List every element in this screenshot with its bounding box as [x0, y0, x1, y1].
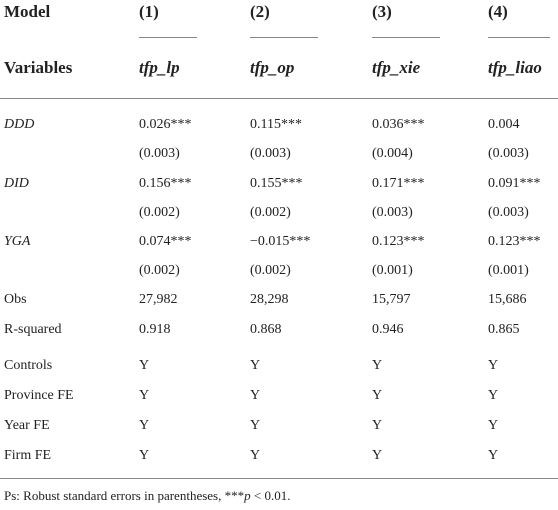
cell: (0.003) — [488, 205, 529, 220]
row-label: Year FE — [4, 418, 50, 433]
cell: 0.865 — [488, 322, 520, 337]
row-label: R-squared — [4, 322, 62, 337]
dependent-variable: tfp_lp — [139, 58, 180, 77]
cell: 0.004 — [488, 117, 520, 132]
cell: 0.036*** — [372, 117, 425, 132]
cell: Y — [488, 448, 499, 463]
cell: 0.123*** — [488, 234, 541, 249]
cell: (0.002) — [139, 205, 180, 220]
row-label: Province FE — [4, 388, 74, 403]
note: Ps: Robust standard errors in parenthese… — [4, 487, 290, 505]
cell: 0.918 — [139, 322, 171, 337]
row-label: Controls — [4, 358, 53, 373]
cell: −0.015*** — [250, 234, 311, 249]
cell: Y — [488, 358, 499, 373]
cell: Y — [372, 418, 383, 433]
header-label: Variables — [4, 58, 73, 77]
cell: 0.123*** — [372, 234, 425, 249]
row-label: Obs — [4, 292, 27, 307]
cell: Y — [250, 448, 261, 463]
cell: 0.074*** — [139, 234, 192, 249]
cell: Y — [250, 418, 261, 433]
column-number: (2) — [250, 2, 270, 21]
note-text: < 0.01. — [250, 488, 291, 503]
cell: Y — [139, 388, 150, 403]
cell: (0.002) — [250, 263, 291, 278]
row-label: DID — [4, 176, 29, 191]
cell: (0.003) — [250, 146, 291, 161]
cell: (0.003) — [372, 205, 413, 220]
cell: (0.001) — [488, 263, 529, 278]
cell: (0.003) — [139, 146, 180, 161]
cell: Y — [488, 388, 499, 403]
cell: Y — [139, 358, 150, 373]
cell: 0.091*** — [488, 176, 541, 191]
cell: Y — [139, 448, 150, 463]
dependent-variable: tfp_xie — [372, 58, 421, 77]
cell: Y — [139, 418, 150, 433]
cell: (0.004) — [372, 146, 413, 161]
row-label: YGA — [4, 234, 31, 249]
cell: 0.115*** — [250, 117, 302, 132]
cell: 0.156*** — [139, 176, 192, 191]
cell: (0.001) — [372, 263, 413, 278]
dependent-variable: tfp_op — [250, 58, 295, 77]
cell: 0.946 — [372, 322, 404, 337]
cell: 28,298 — [250, 292, 289, 307]
cell: 15,686 — [488, 292, 527, 307]
column-rule — [372, 37, 440, 38]
cell: 27,982 — [139, 292, 178, 307]
cell: (0.002) — [139, 263, 180, 278]
column-number: (3) — [372, 2, 392, 21]
cell: Y — [250, 358, 261, 373]
column-rule — [488, 37, 550, 38]
cell: 0.171*** — [372, 176, 425, 191]
cell: Y — [372, 358, 383, 373]
cell: 0.026*** — [139, 117, 192, 132]
row-label: DDD — [4, 117, 35, 132]
note-text: Ps: Robust standard errors in parenthese… — [4, 488, 245, 503]
row-label: Firm FE — [4, 448, 52, 463]
cell: (0.002) — [250, 205, 291, 220]
dependent-variable: tfp_liao — [488, 58, 542, 77]
cell: Y — [250, 388, 261, 403]
column-rule — [139, 37, 197, 38]
cell: 0.868 — [250, 322, 282, 337]
cell: 0.155*** — [250, 176, 303, 191]
header-label: Model — [4, 2, 51, 21]
note-text: p — [244, 488, 251, 503]
column-number: (1) — [139, 2, 159, 21]
bottom-rule — [0, 478, 558, 479]
cell: (0.003) — [488, 146, 529, 161]
column-rule — [250, 37, 318, 38]
header-rule — [0, 98, 558, 99]
cell: 15,797 — [372, 292, 411, 307]
cell: Y — [488, 418, 499, 433]
column-number: (4) — [488, 2, 508, 21]
cell: Y — [372, 388, 383, 403]
cell: Y — [372, 448, 383, 463]
